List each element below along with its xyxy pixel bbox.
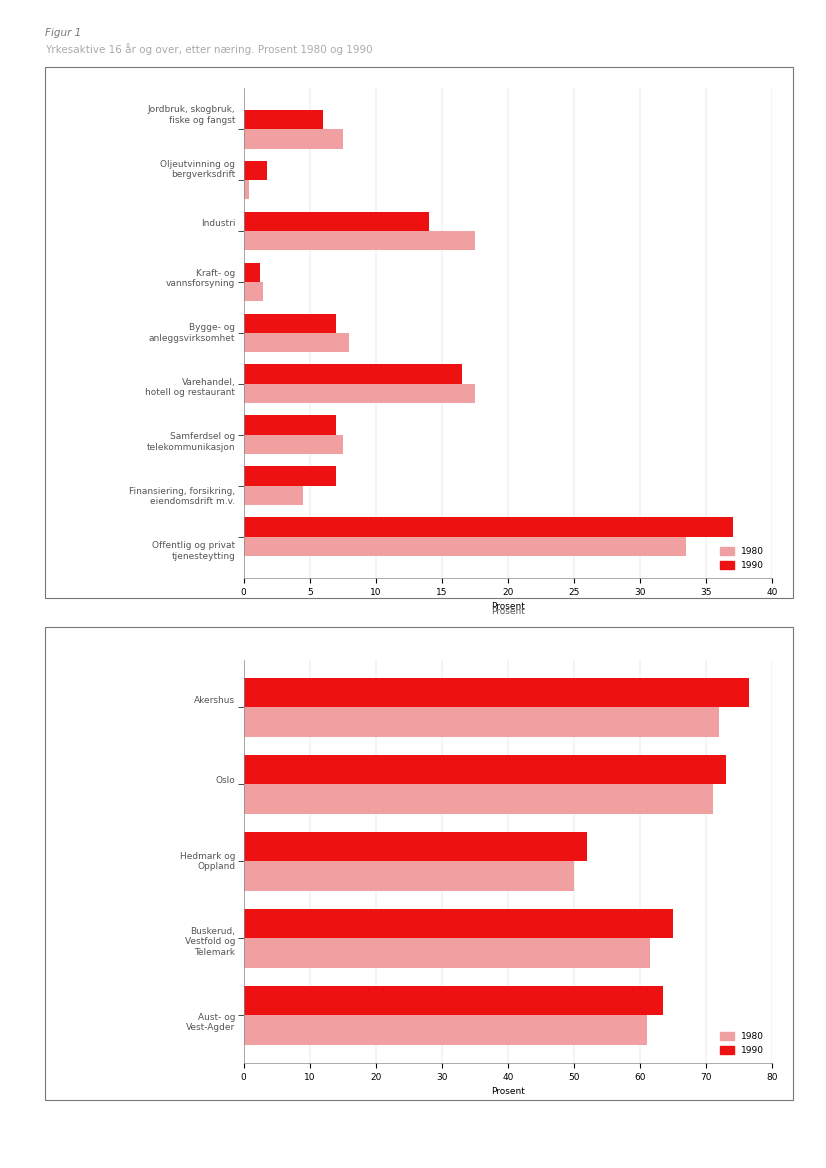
Text: Kraft- og
vannsforsyning: Kraft- og vannsforsyning [166,269,235,288]
Text: Akershus: Akershus [194,696,235,704]
Bar [244,364,462,384]
Text: Jordbruk, skogbruk,
fiske og fangst: Jordbruk, skogbruk, fiske og fangst [148,105,235,125]
Text: Buskerud,
Vestfold og
Telemark: Buskerud, Vestfold og Telemark [185,927,235,957]
Bar [244,708,719,737]
Bar [244,1015,647,1044]
Bar [244,832,587,862]
Text: Prosent: Prosent [491,607,525,617]
X-axis label: Prosent: Prosent [491,1087,525,1096]
Bar [244,466,336,486]
Text: Samferdsel og
telekommunikasjon: Samferdsel og telekommunikasjon [147,432,235,452]
Bar [244,180,249,200]
Legend: 1980, 1990: 1980, 1990 [717,543,768,573]
Text: Oljeutvinning og
bergverksdrift: Oljeutvinning og bergverksdrift [160,160,235,179]
Bar [244,231,475,250]
Bar [244,862,574,891]
Bar [244,281,263,301]
Bar [244,313,336,333]
Bar [244,756,726,785]
Text: Industri: Industri [201,220,235,229]
Text: Yrkesaktive 16 år og over, etter næring. Prosent 1980 og 1990: Yrkesaktive 16 år og over, etter næring.… [45,43,373,55]
Bar [244,110,323,130]
Text: Bygge- og
anleggsvirksomhet: Bygge- og anleggsvirksomhet [149,324,235,342]
Bar [244,536,686,556]
Bar [244,785,713,814]
Bar [244,416,336,434]
Bar [244,486,303,505]
Text: Varehandel,
hotell og restaurant: Varehandel, hotell og restaurant [145,377,235,397]
Text: Hedmark og
Oppland: Hedmark og Oppland [180,851,235,871]
Bar [244,161,268,180]
Text: Aust- og
Vest-Agder: Aust- og Vest-Agder [186,1013,235,1033]
Bar [244,263,259,281]
Bar [244,130,343,148]
Bar [244,986,663,1015]
Bar [244,909,673,938]
Bar [244,517,733,536]
Bar [244,938,650,967]
Text: Figur 1: Figur 1 [45,28,82,39]
Text: Oslo: Oslo [216,777,235,785]
Legend: 1980, 1990: 1980, 1990 [717,1028,768,1058]
Bar [244,211,429,231]
Bar [244,679,749,708]
Bar [244,434,343,454]
Text: Offentlig og privat
tjenesteytting: Offentlig og privat tjenesteytting [152,541,235,561]
Bar [244,384,475,403]
Text: Finansiering, forsikring,
eiendomsdrift m.v.: Finansiering, forsikring, eiendomsdrift … [130,487,235,506]
X-axis label: Prosent: Prosent [491,603,525,611]
Bar [244,333,349,353]
